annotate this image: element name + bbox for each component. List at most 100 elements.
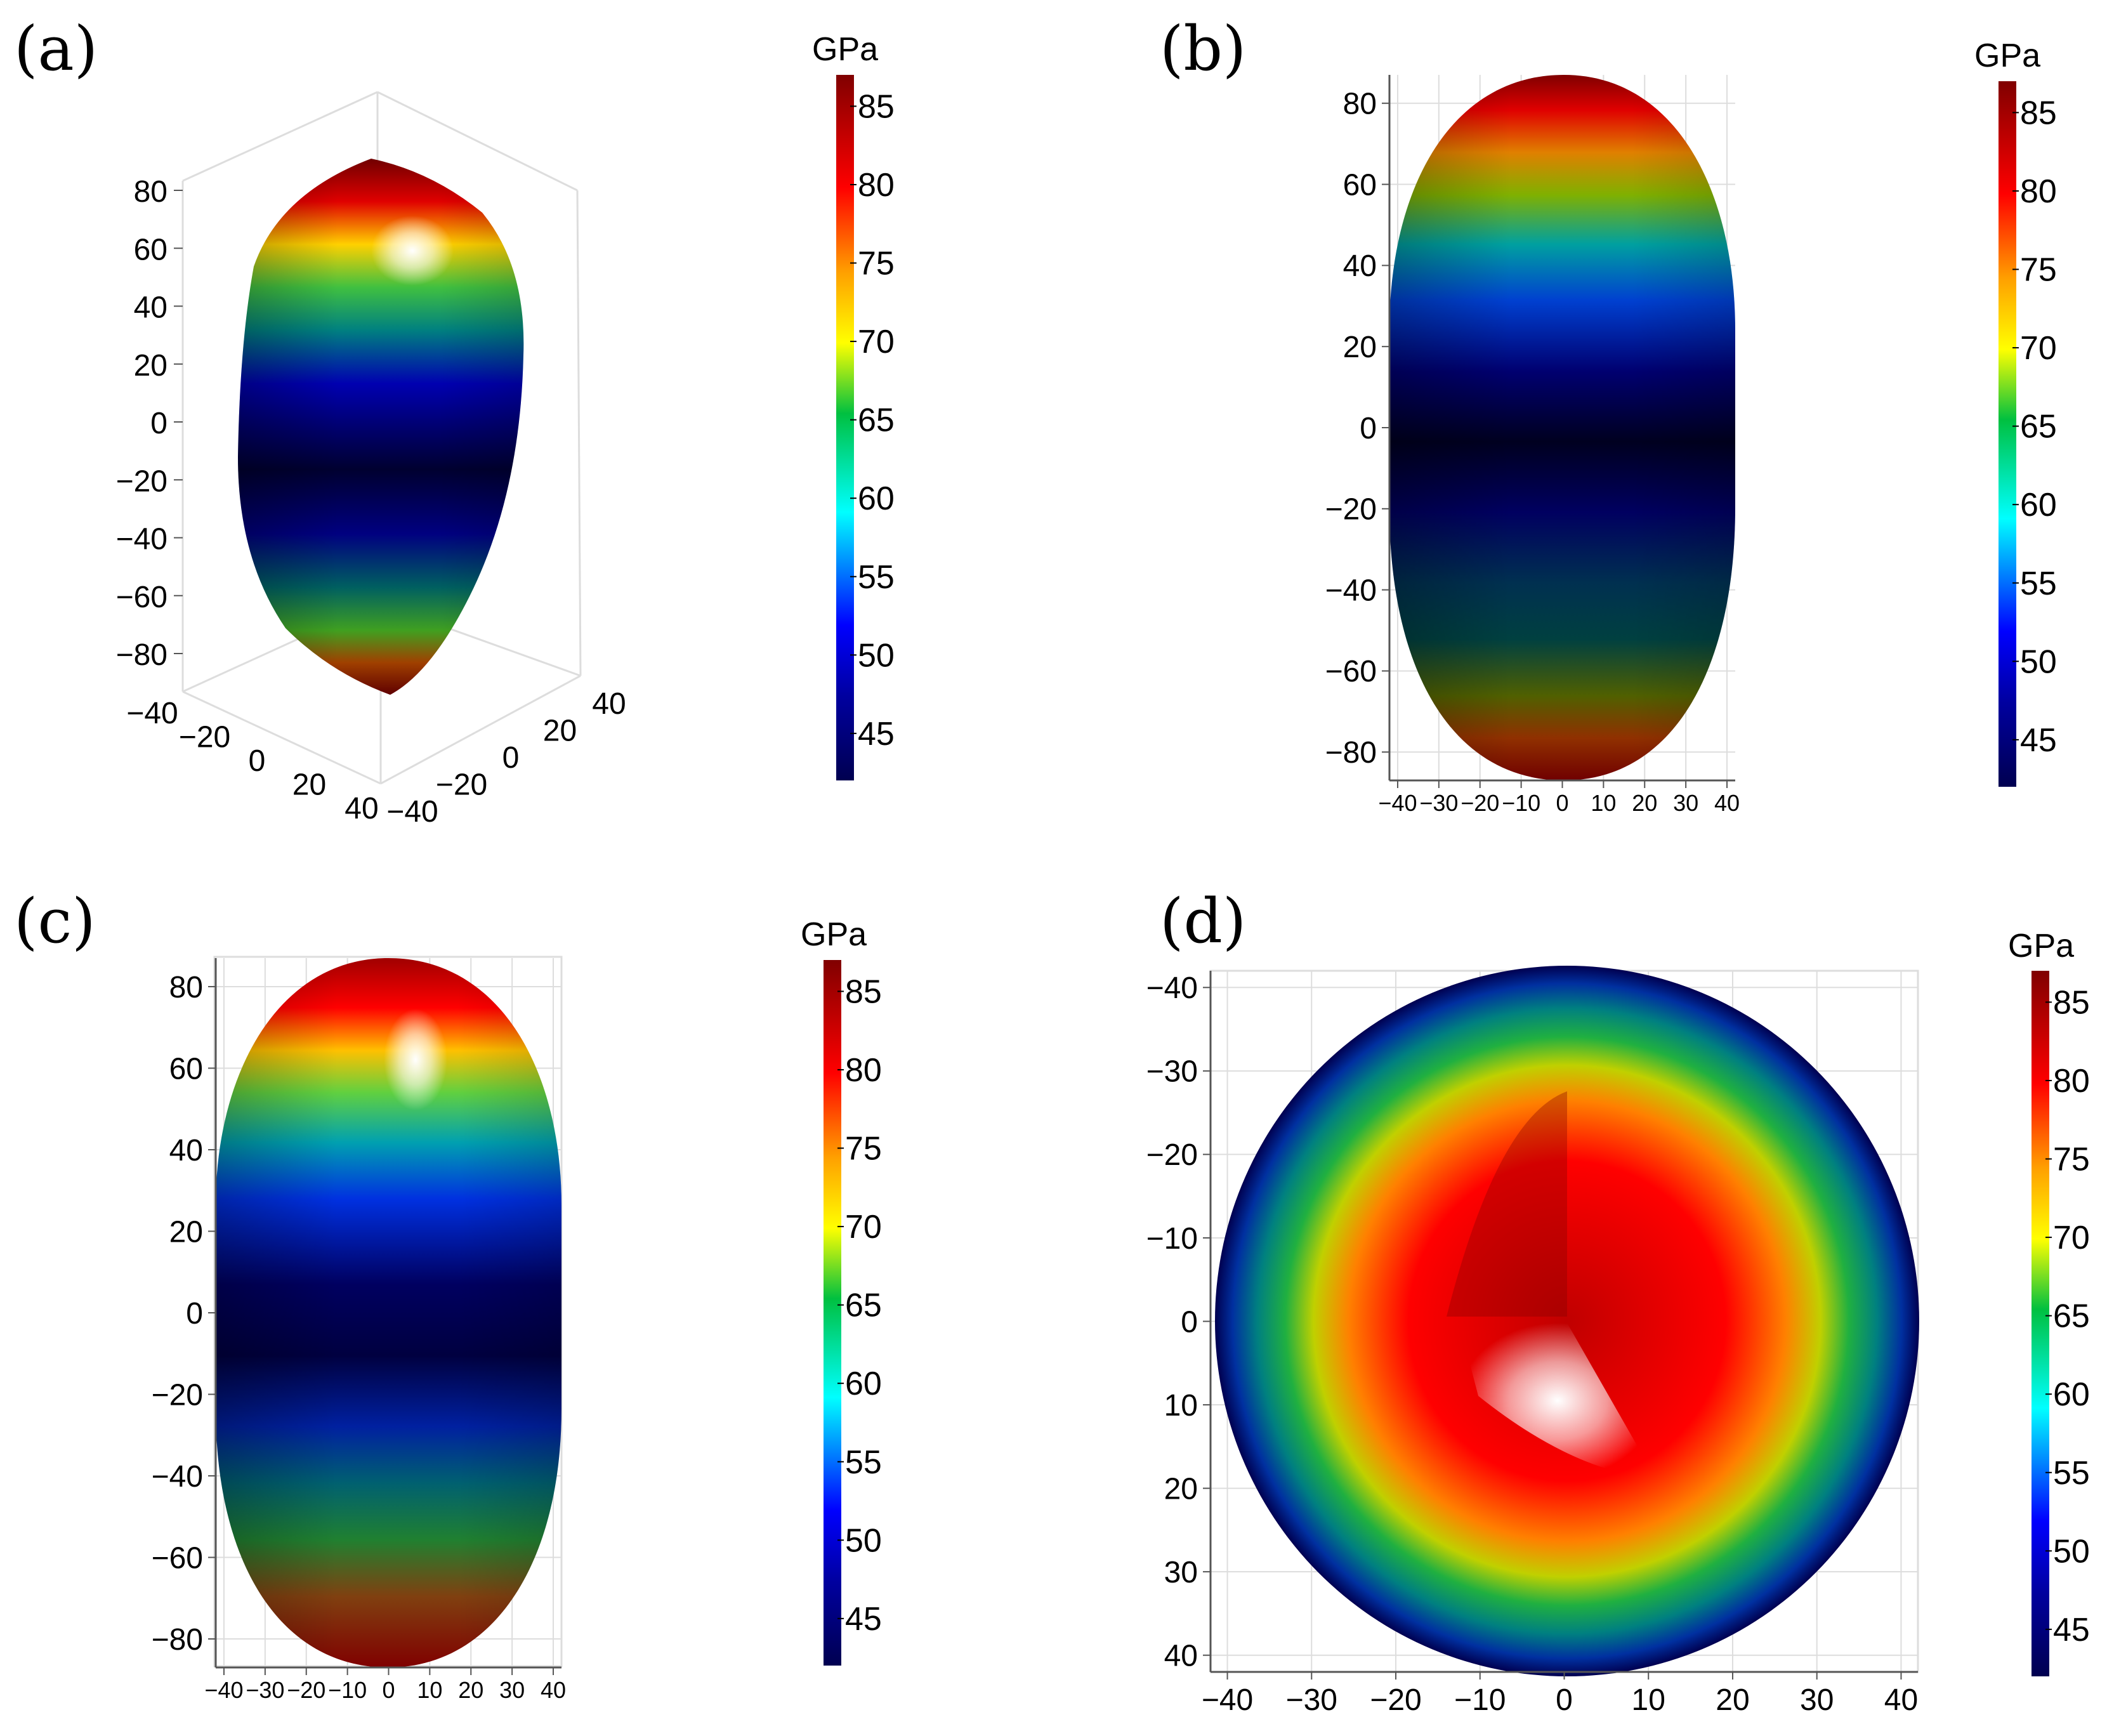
x-tick-label: −30 — [1419, 790, 1458, 816]
colorbar-tick-label: 80 — [2053, 1063, 2090, 1100]
y-tick-label: 0 — [1181, 1305, 1198, 1339]
colorbar-tick-label: 60 — [2020, 487, 2057, 523]
colorbar-tick-label: 45 — [2020, 722, 2057, 759]
colorbar-c-ticks: 85 80 75 70 65 60 55 50 45 — [837, 973, 882, 1638]
x-tick-label: −30 — [246, 1677, 284, 1703]
y-tick-label: 20 — [169, 1215, 203, 1249]
y-tick-label: 20 — [1343, 331, 1377, 364]
y-tick-label: 40 — [1343, 249, 1377, 283]
colorbar-tick-label: 65 — [858, 402, 895, 439]
x-tick-label: 10 — [417, 1677, 442, 1703]
z-tick-label: 0 — [150, 407, 167, 440]
x-tick-label: 20 — [1716, 1683, 1749, 1717]
x-tick-label: 30 — [499, 1677, 525, 1703]
y-tick-label: −80 — [152, 1623, 203, 1657]
y-tick-label: 80 — [1343, 88, 1377, 121]
panel-c: −40 −30 −20 −10 0 10 20 30 40806040200−20−40−60−… — [152, 956, 566, 1703]
colorbar-tick-label: 75 — [2053, 1141, 2090, 1178]
x-tick-label: −10 — [1502, 790, 1540, 816]
colorbar-b-ticks: 85 80 75 70 65 60 55 50 45 — [2012, 95, 2057, 759]
colorbar-tick-label: 85 — [2020, 95, 2057, 131]
colorbar-tick-label: 80 — [2020, 173, 2057, 210]
colorbar-tick-label: 85 — [858, 88, 895, 125]
y-tick-label: −40 — [152, 1460, 203, 1494]
x-tick-label: −40 — [126, 697, 178, 730]
colorbar-a-ticks: 85 80 75 70 65 60 55 50 45 — [850, 88, 895, 753]
panel-d-axes: −40 −30 −20 −10 0 10 20 30 40−40−30−20−100102030… — [1146, 971, 1918, 1717]
y-tick-label: 0 — [186, 1297, 203, 1331]
y-tick-label: 10 — [1164, 1389, 1198, 1423]
colorbar-tick-label: 60 — [2053, 1376, 2090, 1413]
y-tick-label: 0 — [502, 741, 520, 775]
colorbar-tick-label: 50 — [2053, 1533, 2090, 1570]
x-tick-label: 40 — [1884, 1683, 1918, 1717]
y-tick-label: 20 — [543, 714, 577, 748]
panel-d: −40 −30 −20 −10 0 10 20 30 40−40−30−20−100102030… — [1146, 966, 1919, 1717]
x-tick-label: −20 — [1460, 790, 1499, 816]
panel-a-axis-ticks: 806040200−20−40−60−80−40−200204040200−20… — [116, 175, 626, 829]
y-tick-label: −40 — [1146, 971, 1198, 1005]
y-tick-label: 40 — [592, 687, 626, 721]
colorbar-a: GPa 85 80 75 70 65 60 55 50 45 — [812, 31, 895, 780]
colorbar-c-title: GPa — [801, 916, 867, 953]
x-tick-label: 0 — [1556, 790, 1568, 816]
colorbar-tick-label: 55 — [2020, 565, 2057, 602]
z-tick-label: 20 — [134, 349, 167, 383]
colorbar-tick-label: 50 — [858, 637, 895, 674]
x-tick-label: −20 — [287, 1677, 325, 1703]
panel-b: −40 −30 −20 −10 0 10 20 30 40806040200−20−40−60−… — [1325, 75, 1740, 816]
y-tick-label: 20 — [1164, 1472, 1198, 1506]
panel-d-surface — [1215, 966, 1919, 1676]
colorbar-d-bar — [2032, 971, 2049, 1676]
x-tick-label: 20 — [1632, 790, 1657, 816]
colorbar-tick-label: 65 — [2020, 409, 2057, 445]
x-tick-label: −40 — [1202, 1683, 1253, 1717]
colorbar-tick-label: 45 — [845, 1601, 882, 1638]
x-tick-label: 10 — [1632, 1683, 1665, 1717]
colorbar-d-title: GPa — [2008, 928, 2074, 964]
colorbar-a-bar — [836, 75, 854, 780]
y-tick-label: −40 — [386, 795, 438, 829]
colorbar-tick-label: 75 — [858, 246, 895, 282]
x-tick-label: −10 — [1454, 1683, 1506, 1717]
x-tick-label: 0 — [1556, 1683, 1573, 1717]
x-tick-label: 40 — [345, 792, 378, 825]
colorbar-c-bar — [824, 960, 841, 1666]
y-tick-label: −10 — [1146, 1222, 1198, 1256]
colorbar-tick-label: 60 — [845, 1365, 882, 1402]
colorbar-tick-label: 55 — [858, 559, 895, 596]
colorbar-tick-label: 45 — [2053, 1612, 2090, 1648]
panel-c-highlight — [384, 1009, 447, 1110]
colorbar-tick-label: 70 — [2053, 1220, 2090, 1256]
colorbar-tick-label: 50 — [2020, 643, 2057, 680]
colorbar-b-bar — [1999, 81, 2016, 787]
colorbar-tick-label: 70 — [858, 324, 895, 360]
x-tick-label: 40 — [541, 1677, 566, 1703]
colorbar-tick-label: 70 — [845, 1209, 882, 1246]
y-tick-label: 40 — [169, 1134, 203, 1167]
panel-label-a: (a) — [14, 13, 98, 84]
z-tick-label: 80 — [134, 175, 167, 209]
y-tick-label: −60 — [1325, 655, 1377, 688]
colorbar-tick-label: 80 — [858, 167, 895, 204]
x-tick-label: −40 — [204, 1677, 243, 1703]
panel-label-b: (b) — [1160, 13, 1246, 84]
colorbar-tick-label: 75 — [2020, 252, 2057, 289]
y-tick-label: −60 — [152, 1541, 203, 1575]
colorbar-tick-label: 60 — [858, 480, 895, 517]
y-tick-label: −20 — [436, 768, 487, 802]
y-tick-label: 80 — [169, 971, 203, 1004]
z-tick-label: −80 — [116, 638, 167, 672]
x-tick-label: −30 — [1286, 1683, 1337, 1717]
colorbar-tick-label: 50 — [845, 1522, 882, 1559]
y-tick-label: 0 — [1360, 412, 1377, 445]
colorbar-tick-label: 85 — [2053, 984, 2090, 1021]
colorbar-d: GPa 85 80 75 70 65 60 55 50 45 — [2008, 928, 2090, 1676]
colorbar-tick-label: 55 — [2053, 1455, 2090, 1492]
x-tick-label: 40 — [1714, 790, 1740, 816]
z-tick-label: 40 — [134, 291, 167, 325]
y-tick-label: −20 — [1146, 1138, 1198, 1172]
z-tick-label: −60 — [116, 581, 167, 614]
z-tick-label: −20 — [116, 464, 167, 498]
x-tick-label: 20 — [292, 768, 326, 802]
